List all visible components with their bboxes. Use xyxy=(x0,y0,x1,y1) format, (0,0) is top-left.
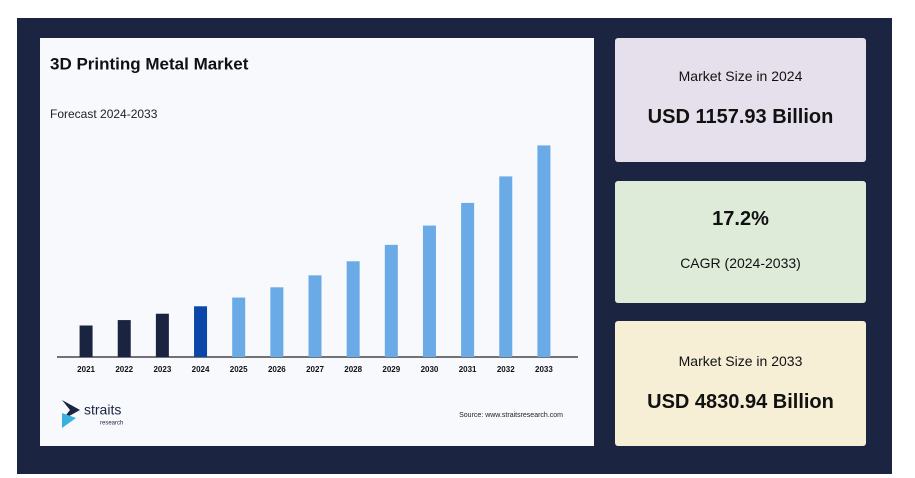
bar xyxy=(194,306,208,357)
x-tick-label: 2031 xyxy=(459,365,477,374)
card-label: Market Size in 2024 xyxy=(678,68,803,84)
card: Market Size in 2024 USD 1157.93 Billion xyxy=(615,38,866,162)
x-tick-label: 2032 xyxy=(497,365,515,374)
card: Market Size in 2033 USD 4830.94 Billion xyxy=(615,321,866,446)
x-tick-label: 2028 xyxy=(344,365,362,374)
bar xyxy=(117,320,131,357)
chart-title: 3D Printing Metal Market xyxy=(50,54,249,73)
card-value: 17.2% xyxy=(712,208,769,230)
card-label: Market Size in 2033 xyxy=(678,353,803,369)
x-tick-label: 2029 xyxy=(382,365,400,374)
bar xyxy=(232,297,246,357)
card-label: CAGR (2024-2033) xyxy=(680,255,801,271)
x-tick-label: 2024 xyxy=(192,365,210,374)
logo-mark-accent xyxy=(62,413,76,428)
logo-sub: research xyxy=(100,421,123,427)
x-tick-label: 2033 xyxy=(535,365,553,374)
chart: 3D Printing Metal Market Forecast 2024-2… xyxy=(50,54,578,428)
source: Source: www.straitsresearch.com xyxy=(459,412,563,419)
card-value: USD 1157.93 Billion xyxy=(647,106,834,128)
x-tick-label: 2026 xyxy=(268,365,286,374)
bar xyxy=(346,261,360,357)
chart-subtitle: Forecast 2024-2033 xyxy=(50,107,158,121)
bar xyxy=(270,287,284,357)
bar xyxy=(461,202,475,357)
x-tick-label: 2021 xyxy=(77,365,95,374)
bar xyxy=(384,244,398,357)
logo-name: straits xyxy=(84,402,121,418)
x-tick-label: 2030 xyxy=(421,365,439,374)
card: 17.2% CAGR (2024-2033) xyxy=(615,181,866,303)
x-tick-label: 2025 xyxy=(230,365,248,374)
card-value: USD 4830.94 Billion xyxy=(647,391,834,413)
chart-panel: 3D Printing Metal Market Forecast 2024-2… xyxy=(40,38,594,446)
bar xyxy=(422,225,436,357)
bar xyxy=(308,275,322,357)
bar xyxy=(79,325,93,357)
x-tick-label: 2022 xyxy=(115,365,133,374)
bar xyxy=(155,313,169,357)
x-tick-label: 2027 xyxy=(306,365,324,374)
bar xyxy=(499,176,513,357)
bar xyxy=(537,145,551,357)
x-tick-label: 2023 xyxy=(153,365,171,374)
